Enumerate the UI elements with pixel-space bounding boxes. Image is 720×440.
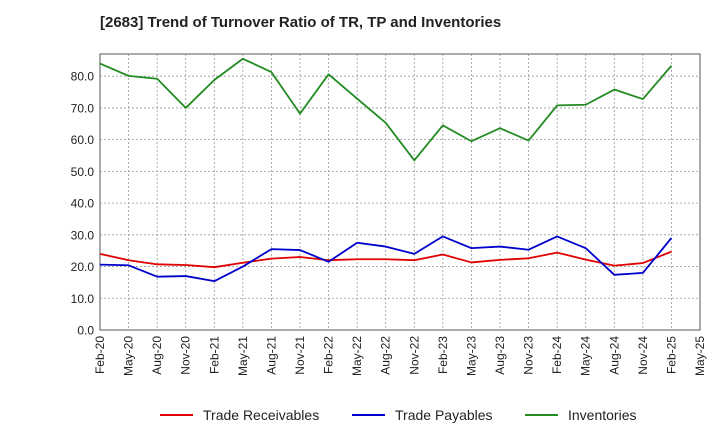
x-tick-label: Feb-22 (322, 336, 336, 374)
x-tick-label: Feb-23 (436, 336, 450, 374)
x-tick-label: Feb-21 (207, 336, 221, 374)
x-tick-label: Feb-24 (550, 336, 564, 374)
x-tick-label: May-23 (464, 336, 478, 376)
x-tick-label: May-22 (350, 336, 364, 376)
x-tick-label: Aug-24 (607, 336, 621, 375)
y-tick-label: 20.0 (71, 260, 95, 274)
x-tick-label: Nov-21 (293, 336, 307, 375)
series-line (99, 57, 673, 162)
x-tick-label: Nov-20 (179, 336, 193, 375)
x-tick-label: May-21 (236, 336, 250, 376)
y-tick-label: 50.0 (71, 165, 95, 179)
x-tick-label: Aug-21 (264, 336, 278, 375)
x-tick-label: May-24 (579, 336, 593, 376)
y-tick-label: 0.0 (77, 324, 94, 338)
chart-title: [2683] Trend of Turnover Ratio of TR, TP… (100, 14, 502, 31)
series-line (99, 235, 673, 283)
series-line (99, 250, 672, 269)
y-tick-label: 70.0 (71, 101, 95, 115)
x-tick-label: May-20 (122, 336, 136, 376)
y-tick-label: 30.0 (71, 228, 95, 242)
x-tick-label: May-25 (693, 336, 707, 376)
x-tick-label: Nov-23 (522, 336, 536, 375)
y-tick-label: 40.0 (71, 197, 95, 211)
x-tick-label: Feb-25 (664, 336, 678, 374)
y-tick-label: 60.0 (71, 133, 95, 147)
legend-label: Inventories (568, 407, 636, 423)
y-tick-label: 10.0 (71, 292, 95, 306)
x-tick-label: Feb-20 (93, 336, 107, 374)
x-tick-label: Nov-22 (407, 336, 421, 375)
legend-label: Trade Receivables (203, 407, 319, 423)
x-tick-label: Nov-24 (636, 336, 650, 375)
y-tick-label: 80.0 (71, 70, 95, 84)
x-tick-label: Aug-20 (150, 336, 164, 375)
x-tick-label: Aug-22 (379, 336, 393, 375)
plot-frame (99, 53, 701, 331)
x-tick-label: Aug-23 (493, 336, 507, 375)
legend-label: Trade Payables (395, 407, 493, 423)
